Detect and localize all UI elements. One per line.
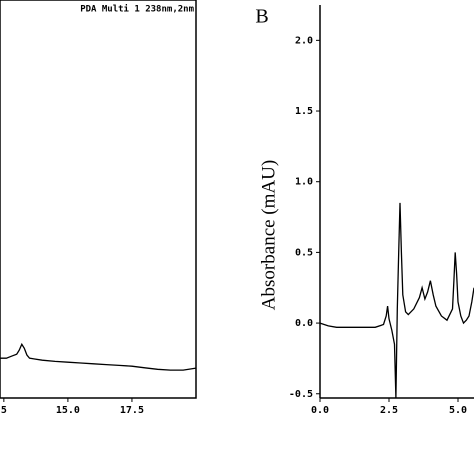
y-tick-label: 2.0 (295, 35, 313, 46)
x-tick-label: 5.0 (449, 405, 467, 416)
panel-label: B (255, 6, 268, 28)
x-tick-label: 17.5 (120, 405, 144, 416)
left-frame (0, 0, 197, 399)
x-tick-label: 0.0 (311, 405, 329, 416)
y-tick-label: 1.0 (295, 177, 313, 188)
y-tick-label: 0.5 (295, 247, 313, 258)
y-tick-label: 0.0 (295, 318, 313, 329)
y-axis-label: Absorbance (mAU) (258, 160, 279, 310)
x-tick-label: 5 (1, 405, 7, 416)
x-tick-label: 2.5 (380, 405, 398, 416)
line (0, 342, 197, 371)
x-tick-label: 15.0 (56, 405, 80, 416)
annotation: PDA Multi 1 238nm,2nm (80, 4, 194, 15)
line (319, 202, 474, 399)
y-tick-label: -0.5 (289, 389, 313, 400)
y-tick-label: 1.5 (295, 106, 313, 117)
